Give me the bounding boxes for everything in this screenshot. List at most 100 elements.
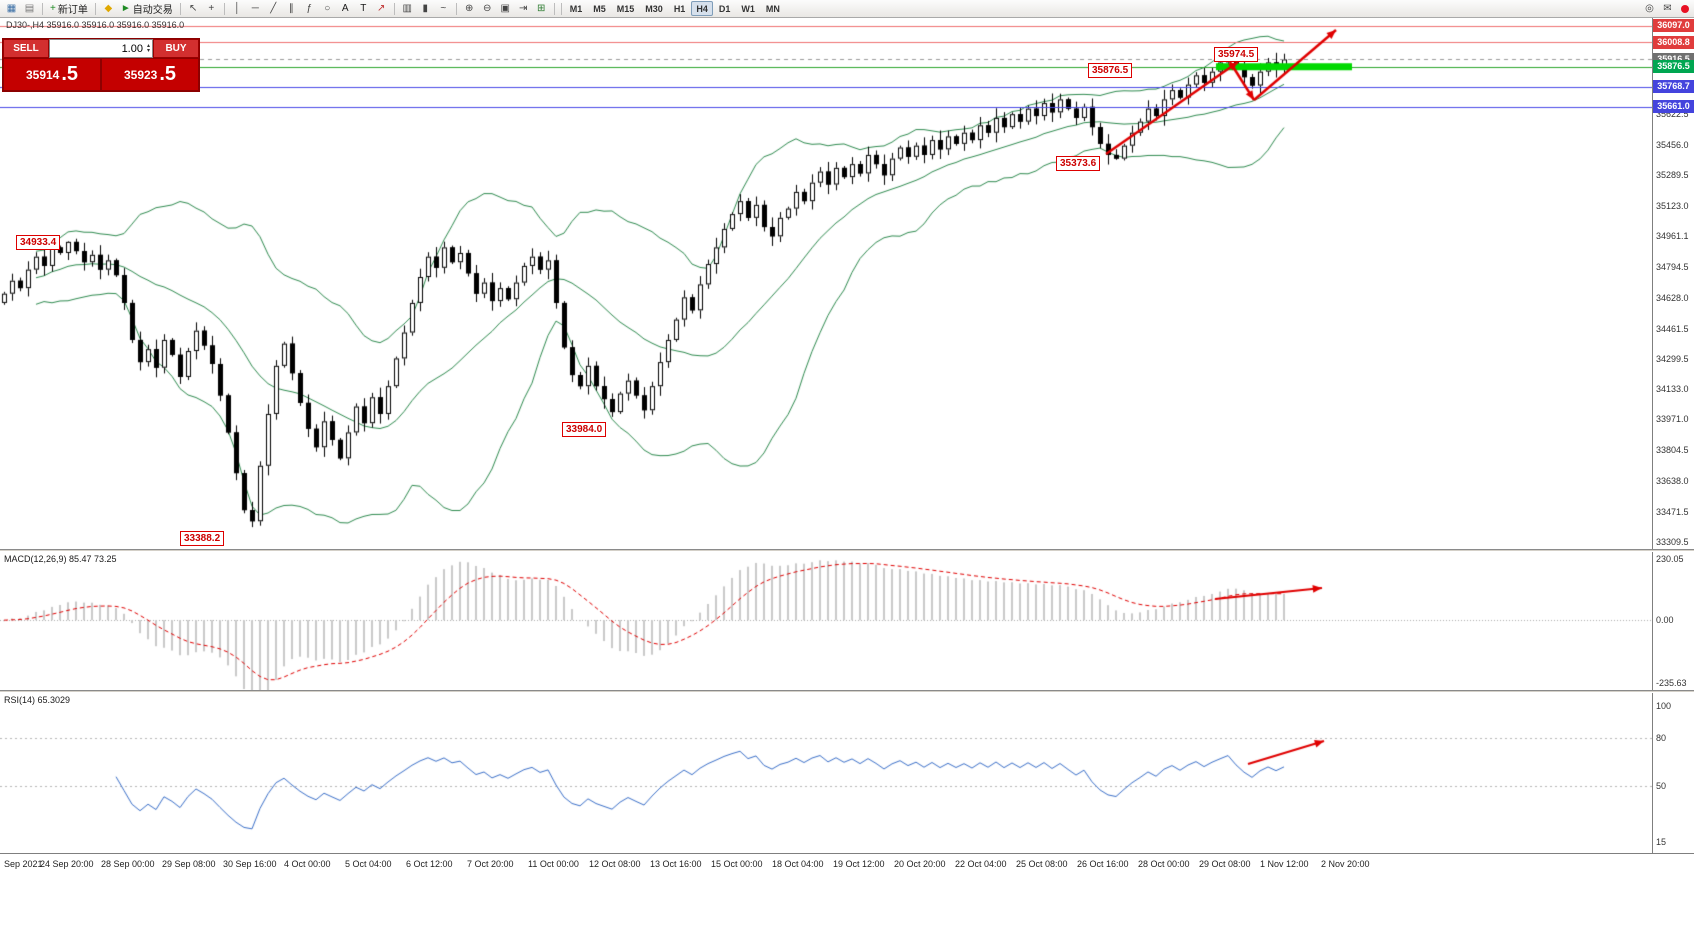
cursor-button-icon: ↖ — [189, 2, 198, 14]
zoom-out-button-icon: ⊖ — [483, 2, 492, 14]
new-order-button[interactable]: + 新订单 — [47, 1, 91, 16]
price-annotation[interactable]: 35373.6 — [1056, 156, 1101, 171]
text-button-icon: A — [341, 2, 349, 14]
auto-scroll-button[interactable]: ⇥ — [515, 1, 532, 16]
rsi-axis: 100 80 50 15 — [1652, 693, 1694, 853]
pane-separator[interactable] — [0, 690, 1694, 693]
volume-input[interactable] — [50, 42, 145, 55]
time-axis-label: 2 Nov 20:00 — [1321, 859, 1370, 869]
fibonacci-button-icon: ƒ — [306, 2, 313, 14]
volume-field: ▴▾ — [49, 39, 153, 58]
crosshair-button[interactable]: + — [203, 1, 220, 16]
timeframe-mn[interactable]: MN — [761, 1, 785, 16]
price-axis-label: 33309.5 — [1656, 537, 1689, 547]
time-axis-label: 29 Sep 08:00 — [162, 859, 216, 869]
vertical-line-button[interactable]: │ — [229, 1, 246, 16]
cursor-button[interactable]: ↖ — [185, 1, 202, 16]
time-axis-label: 29 Oct 08:00 — [1199, 859, 1251, 869]
line-chart-button[interactable]: ~ — [435, 1, 452, 16]
crosshair-button-icon: + — [208, 2, 215, 14]
time-axis-label: 15 Oct 00:00 — [711, 859, 763, 869]
time-axis-label: 1 Nov 12:00 — [1260, 859, 1309, 869]
mailbox-button[interactable]: ✉ — [1659, 1, 1676, 16]
price-annotation[interactable]: 33984.0 — [562, 422, 607, 437]
price-axis-label: 34794.5 — [1656, 262, 1689, 272]
zoom-out-button[interactable]: ⊖ — [479, 1, 496, 16]
timeframe-m30[interactable]: M30 — [640, 1, 668, 16]
timeframe-m15[interactable]: M15 — [612, 1, 640, 16]
trendline-button-icon: ╱ — [270, 2, 277, 14]
price-annotation[interactable]: 34933.4 — [16, 235, 61, 250]
bar-chart-button[interactable]: ▥ — [399, 1, 416, 16]
price-axis-badge: 35768.7 — [1653, 80, 1694, 93]
toolbar: ▦ ▤ + 新订单 ◆ ► 自动交易 ↖ + │ ─ ╱ ∥ ƒ ○ A T ↗ ▥ ▮ ~ ⊕ ⊖ ▣ ⇥ ⊞ M1 M5 M15 M… — [0, 0, 1694, 18]
tile-windows-button[interactable]: ▣ — [497, 1, 514, 16]
one-click-trading-panel: SELL ▴▾ BUY 35914.5 35923.5 — [2, 38, 200, 92]
main-chart-canvas[interactable] — [0, 18, 1652, 549]
rsi-pane: RSI(14) 65.3029 — [0, 693, 1652, 853]
new-order-button-label: 新订单 — [57, 5, 88, 16]
favorites-button-icon: ◆ — [104, 2, 113, 14]
timeframe-m5[interactable]: M5 — [588, 1, 611, 16]
timeframe-d1[interactable]: D1 — [714, 1, 736, 16]
timeframe-h1[interactable]: H1 — [669, 1, 691, 16]
sell-price-display[interactable]: 35914.5 — [3, 58, 101, 91]
time-axis-label: 6 Oct 12:00 — [406, 859, 453, 869]
time-axis-label: 7 Oct 20:00 — [467, 859, 514, 869]
chart-profiles-button[interactable]: ▤ — [21, 1, 38, 16]
toolbar-right-icons: ◎ ✉ — [1641, 1, 1691, 16]
volume-down-icon[interactable]: ▾ — [146, 47, 150, 54]
time-axis-label: 13 Oct 16:00 — [650, 859, 702, 869]
indicators-button[interactable]: ⊞ — [533, 1, 550, 16]
time-axis-label: 30 Sep 16:00 — [223, 859, 277, 869]
search-button[interactable]: ◎ — [1641, 1, 1658, 16]
horizontal-line-button[interactable]: ─ — [247, 1, 264, 16]
channel-button[interactable]: ∥ — [283, 1, 300, 16]
buy-price-display[interactable]: 35923.5 — [101, 58, 199, 91]
chart-profiles-button-icon: ▤ — [24, 2, 35, 14]
price-annotation[interactable]: 35876.5 — [1088, 63, 1133, 78]
time-axis-label: 22 Oct 04:00 — [955, 859, 1007, 869]
volume-up-icon[interactable]: ▴ — [146, 42, 150, 49]
fibonacci-button[interactable]: ƒ — [301, 1, 318, 16]
macd-axis-label: -235.63 — [1656, 678, 1687, 688]
arrow-objects-button[interactable]: ↗ — [373, 1, 390, 16]
price-axis-label: 34133.0 — [1656, 384, 1689, 394]
volume-stepper[interactable]: ▴ ▾ — [145, 42, 152, 54]
text-label-button[interactable]: T — [355, 1, 372, 16]
timeframe-w1[interactable]: W1 — [736, 1, 760, 16]
text-button[interactable]: A — [337, 1, 354, 16]
timeframe-m1[interactable]: M1 — [565, 1, 588, 16]
rsi-axis-label: 80 — [1656, 733, 1667, 743]
text-label-button-icon: T — [360, 2, 367, 14]
pane-separator[interactable] — [0, 549, 1694, 552]
macd-canvas[interactable] — [0, 552, 1652, 690]
new-chart-button[interactable]: ▦ — [3, 1, 20, 16]
zoom-in-button[interactable]: ⊕ — [461, 1, 478, 16]
macd-axis-label: 230.05 — [1656, 554, 1684, 564]
toolbar-separator — [42, 2, 43, 15]
price-axis-label: 33804.5 — [1656, 445, 1689, 455]
favorites-button[interactable]: ◆ — [100, 1, 117, 16]
time-axis-label: 20 Oct 20:00 — [894, 859, 946, 869]
price-axis-label: 35123.0 — [1656, 201, 1689, 211]
candlestick-chart-button-icon: ▮ — [422, 2, 428, 14]
mailbox-button-icon: ✉ — [1663, 2, 1672, 14]
price-annotation[interactable]: 33388.2 — [180, 531, 225, 546]
sell-button[interactable]: SELL — [3, 39, 49, 58]
price-axis-badge: 35876.5 — [1653, 60, 1694, 73]
shapes-button[interactable]: ○ — [319, 1, 336, 16]
buy-price-main: 35923 — [123, 67, 158, 82]
trendline-button[interactable]: ╱ — [265, 1, 282, 16]
candlestick-chart-button[interactable]: ▮ — [417, 1, 434, 16]
price-axis-label: 33638.0 — [1656, 476, 1689, 486]
auto-trading-button[interactable]: ► 自动交易 — [118, 1, 176, 16]
timeframe-h4[interactable]: H4 — [691, 1, 713, 16]
rsi-canvas[interactable] — [0, 693, 1652, 853]
price-annotation[interactable]: 35974.5 — [1214, 47, 1259, 62]
price-axis-label: 35622.5 — [1656, 109, 1689, 119]
buy-button[interactable]: BUY — [153, 39, 199, 58]
price-axis-label: 34628.0 — [1656, 293, 1689, 303]
line-chart-button-icon: ~ — [440, 2, 447, 14]
